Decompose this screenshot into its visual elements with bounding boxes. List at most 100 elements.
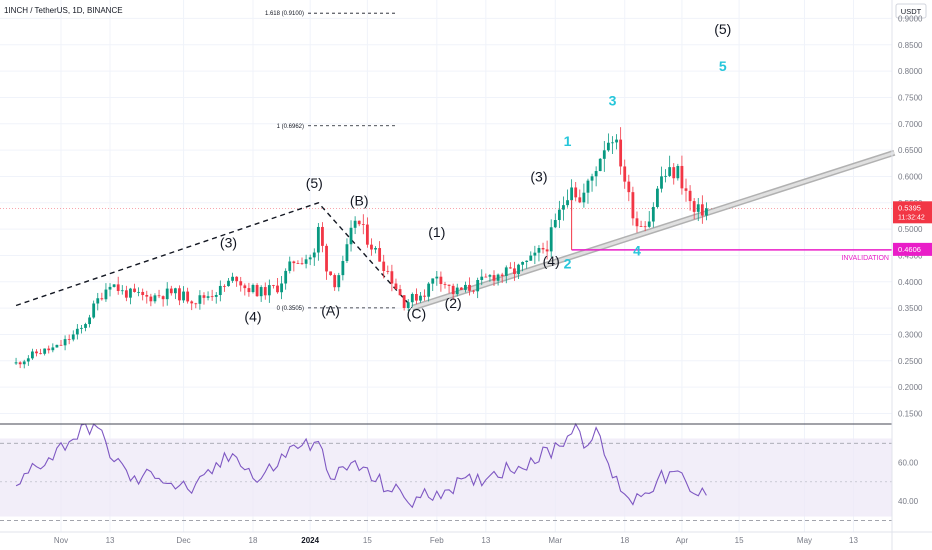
candle-body: [517, 264, 520, 274]
candle-body: [308, 257, 312, 260]
candle-body: [696, 204, 700, 212]
candle-body: [574, 187, 578, 198]
candle-body: [525, 260, 529, 262]
wave-label: 3: [609, 92, 617, 108]
candle-body: [586, 180, 590, 193]
candle-body: [533, 252, 537, 256]
wave-labels: (5) (3) (4) (A) (B) (C) (1) (2) (3) (4) (5) 1 2 3 4 5: [220, 21, 731, 324]
candle-body: [263, 287, 267, 296]
candle-body: [243, 285, 247, 289]
candle-body: [656, 188, 659, 207]
candle-body: [349, 227, 353, 245]
candle-body: [419, 295, 422, 301]
candle-body: [688, 190, 692, 202]
x-tick-label: 18: [620, 536, 629, 545]
candle-body: [120, 290, 124, 292]
candle-body: [480, 276, 484, 280]
y-tick-label: 0.3500: [898, 304, 923, 313]
candle-body: [235, 276, 239, 282]
wave-label: 4: [633, 242, 641, 258]
current-price-countdown: 11:32:42: [898, 214, 925, 221]
x-tick-label: Apr: [676, 536, 689, 545]
candle-body: [96, 298, 100, 304]
candle-body: [611, 142, 614, 144]
y-tick-label: 0.8000: [898, 67, 923, 76]
candle-body: [88, 317, 91, 325]
candle-body: [272, 285, 275, 286]
candle-body: [529, 255, 533, 261]
current-price-value: 0.5395: [898, 203, 921, 212]
candle-body: [14, 362, 18, 364]
candle-body: [124, 290, 128, 298]
candle-body: [182, 291, 185, 301]
candle-body: [173, 288, 177, 294]
candle-body: [676, 165, 680, 179]
candles: [14, 127, 708, 369]
candle-body: [116, 284, 120, 291]
candle-body: [39, 353, 42, 355]
x-tick-label: 18: [249, 536, 258, 545]
candle-body: [149, 296, 153, 302]
trendlines: [0, 149, 896, 311]
candle-body: [672, 167, 676, 179]
candle-body: [541, 248, 545, 250]
candle-body: [692, 201, 696, 212]
candle-body: [619, 139, 623, 167]
candle-body: [75, 328, 79, 335]
candle-body: [251, 284, 255, 293]
candle-body: [169, 288, 173, 294]
candle-body: [447, 284, 451, 286]
candle-body: [51, 347, 55, 351]
candle-body: [700, 204, 704, 216]
candle-body: [451, 285, 455, 295]
currency-badge[interactable]: [895, 3, 927, 19]
time-axis[interactable]: Nov 13 Dec 18 2024 15 Feb 13 Mar 18 Apr 15 May 13: [54, 536, 859, 545]
wave-dashed-trendline: [15, 201, 413, 309]
candle-body: [280, 283, 283, 293]
candle-body: [623, 166, 627, 182]
candle-body: [435, 276, 439, 279]
candle-body: [664, 175, 667, 177]
y-tick-label: 0.9000: [898, 14, 923, 23]
candle-body: [288, 261, 292, 271]
candle-body: [394, 283, 398, 290]
candle-body: [325, 245, 328, 272]
candle-body: [684, 188, 688, 191]
current-price-tag: [893, 201, 932, 224]
candle-body: [627, 181, 631, 193]
candle-body: [267, 285, 271, 296]
candle-body: [406, 302, 410, 308]
wave-label: (3): [220, 235, 237, 251]
candle-body: [316, 226, 320, 253]
candle-body: [570, 187, 574, 201]
candle-body: [398, 289, 402, 296]
wave-label: (5): [306, 175, 323, 191]
fib-levels: 1.618 (0.9100) 1 (0.6962) 0 (0.3505): [265, 11, 398, 312]
candle-body: [337, 275, 341, 288]
candle-body: [194, 303, 198, 305]
x-tick-label: May: [797, 536, 812, 545]
x-tick-label: Dec: [176, 536, 190, 545]
fib-label: 1.618 (0.9100): [265, 11, 304, 17]
x-tick-label: Mar: [548, 536, 562, 545]
y-tick-label: 0.2000: [898, 383, 923, 392]
invalidation-price-tag: [893, 242, 932, 256]
fib-label: 0 (0.3505): [277, 306, 304, 312]
candle-body: [464, 284, 467, 290]
price-axis[interactable]: 0.9000 0.8500 0.8000 0.7500 0.7000 0.6500 0.60…: [898, 14, 923, 418]
candle-body: [47, 348, 51, 351]
candle-body: [557, 209, 561, 221]
candle-body: [598, 158, 602, 172]
rsi-tick-label: 60.00: [898, 459, 919, 468]
rsi-line: [15, 422, 707, 509]
candle-body: [476, 279, 480, 292]
candle-body: [43, 348, 47, 354]
candle-body: [259, 287, 263, 297]
invalidation-label: INVALIDATION: [841, 255, 889, 262]
candle-body: [284, 270, 288, 284]
wave-label: (C): [407, 306, 426, 322]
candle-body: [218, 285, 222, 296]
candle-body: [386, 270, 390, 272]
wave-label: 1: [564, 133, 572, 149]
